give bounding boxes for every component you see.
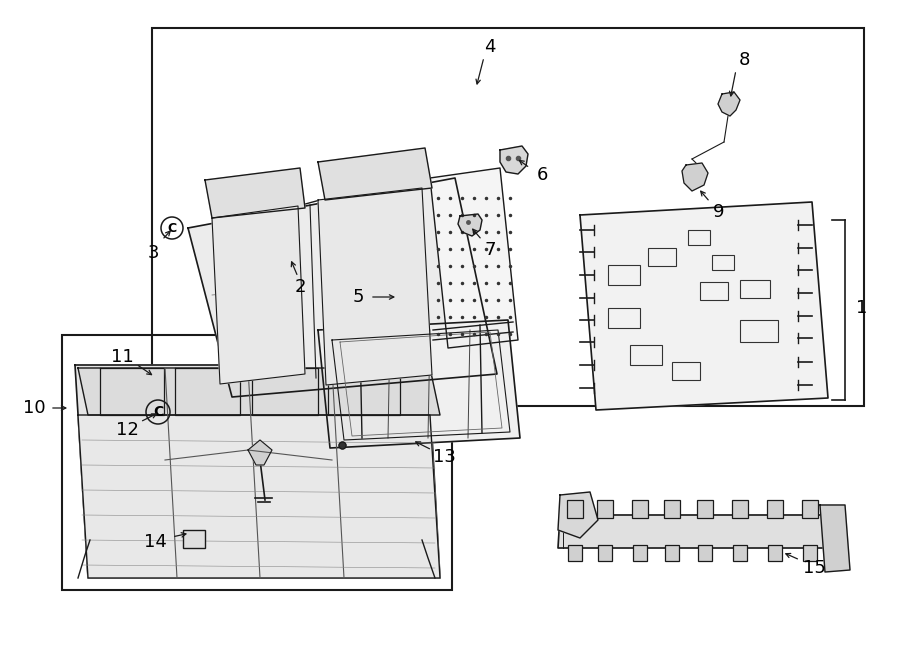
Bar	[740, 280, 770, 298]
Text: 14: 14	[144, 533, 166, 551]
Text: 7: 7	[484, 241, 496, 259]
Bar	[767, 500, 783, 518]
Polygon shape	[78, 415, 440, 578]
Bar	[633, 545, 647, 561]
Text: 6: 6	[536, 166, 548, 184]
Bar	[183, 530, 205, 548]
Text: 3: 3	[148, 244, 158, 262]
Bar	[688, 230, 710, 245]
Polygon shape	[188, 178, 497, 397]
Bar	[802, 500, 818, 518]
Polygon shape	[580, 202, 828, 410]
Polygon shape	[682, 163, 708, 191]
Text: 15: 15	[803, 559, 825, 577]
Bar	[568, 545, 582, 561]
Bar	[733, 545, 747, 561]
Bar	[152, 28, 864, 406]
Polygon shape	[252, 368, 318, 415]
Bar	[632, 500, 648, 518]
Text: 5: 5	[352, 288, 364, 306]
Text: 8: 8	[738, 51, 750, 69]
Text: 1: 1	[856, 299, 868, 317]
Text: 10: 10	[22, 399, 45, 417]
Polygon shape	[458, 214, 482, 236]
Bar	[700, 282, 728, 300]
Text: C: C	[167, 221, 176, 235]
Polygon shape	[318, 148, 432, 200]
Text: 4: 4	[484, 38, 496, 56]
Polygon shape	[248, 440, 272, 465]
Bar	[62, 335, 452, 590]
Bar	[597, 500, 613, 518]
Text: 12: 12	[115, 421, 139, 439]
Text: 11: 11	[111, 348, 133, 366]
Bar	[803, 545, 817, 561]
Polygon shape	[558, 515, 842, 548]
Text: 13: 13	[433, 448, 455, 466]
Bar	[698, 545, 712, 561]
Bar	[740, 320, 778, 342]
Polygon shape	[212, 206, 305, 384]
Bar	[630, 345, 662, 365]
Bar	[648, 248, 676, 266]
Polygon shape	[175, 368, 240, 415]
Polygon shape	[430, 168, 518, 348]
Polygon shape	[318, 188, 432, 385]
Polygon shape	[500, 146, 528, 174]
Text: C: C	[153, 405, 163, 419]
Bar	[598, 545, 612, 561]
Polygon shape	[328, 368, 400, 415]
Bar	[712, 255, 734, 270]
Bar	[608, 265, 640, 285]
Polygon shape	[205, 168, 305, 218]
Bar	[567, 500, 583, 518]
Polygon shape	[718, 92, 740, 116]
Polygon shape	[558, 492, 598, 538]
Polygon shape	[78, 368, 440, 415]
Polygon shape	[75, 365, 440, 578]
Bar	[665, 545, 679, 561]
Bar	[768, 545, 782, 561]
Text: 9: 9	[713, 203, 725, 221]
Polygon shape	[100, 368, 164, 415]
Polygon shape	[820, 505, 850, 572]
Bar	[608, 308, 640, 328]
Bar	[664, 500, 680, 518]
Bar	[672, 362, 700, 380]
Text: 2: 2	[294, 278, 306, 296]
Polygon shape	[318, 320, 520, 448]
Bar	[732, 500, 748, 518]
Bar	[697, 500, 713, 518]
